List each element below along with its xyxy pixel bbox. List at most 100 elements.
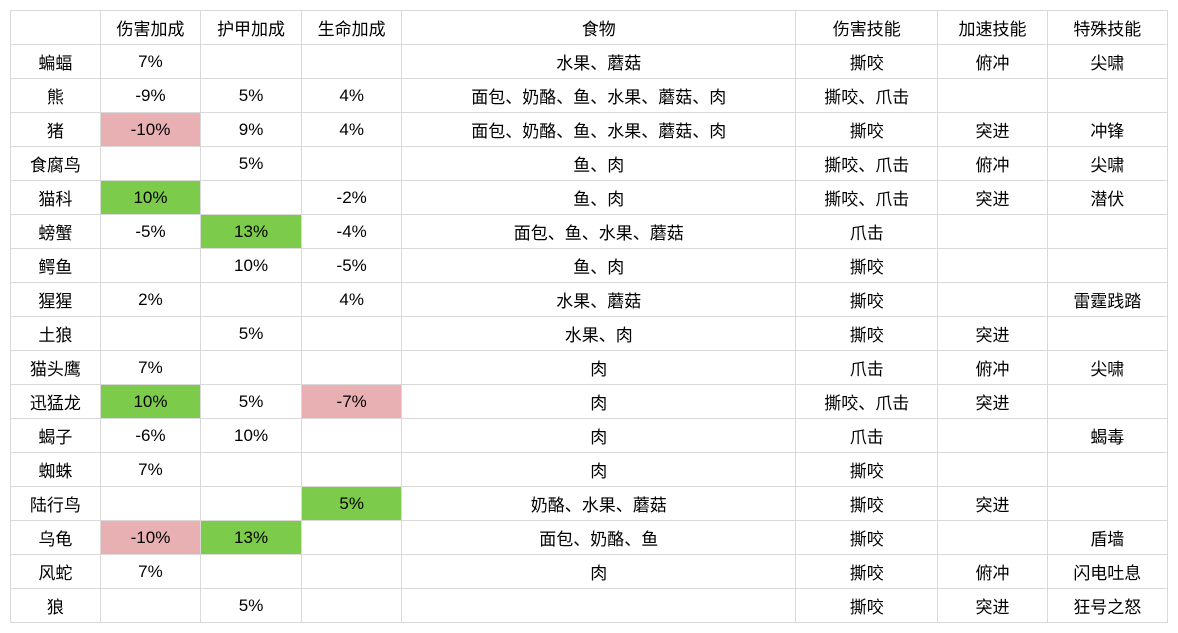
cell-name: 熊 <box>11 79 101 113</box>
cell-dmg <box>100 589 201 623</box>
cell-sk2 <box>938 521 1047 555</box>
cell-sk3: 盾墙 <box>1047 521 1167 555</box>
cell-dmg: -10% <box>100 521 201 555</box>
table-row: 乌龟-10%13%面包、奶酪、鱼撕咬盾墙 <box>11 521 1168 555</box>
cell-sk3: 潜伏 <box>1047 181 1167 215</box>
header-name <box>11 11 101 45</box>
table-row: 鳄鱼10%-5%鱼、肉撕咬 <box>11 249 1168 283</box>
cell-dmg: 7% <box>100 45 201 79</box>
cell-dmg: 7% <box>100 555 201 589</box>
cell-dmg <box>100 147 201 181</box>
cell-sk2: 突进 <box>938 181 1047 215</box>
header-dmg: 伤害加成 <box>100 11 201 45</box>
cell-dmg: 7% <box>100 453 201 487</box>
cell-food: 水果、蘑菇 <box>402 45 796 79</box>
cell-sk1: 撕咬 <box>796 487 938 521</box>
cell-sk3 <box>1047 385 1167 419</box>
cell-sk1: 撕咬 <box>796 45 938 79</box>
cell-sk2: 俯冲 <box>938 351 1047 385</box>
table-row: 猫科10%-2%鱼、肉撕咬、爪击突进潜伏 <box>11 181 1168 215</box>
header-food: 食物 <box>402 11 796 45</box>
cell-arm <box>201 351 302 385</box>
cell-sk1: 撕咬 <box>796 249 938 283</box>
cell-dmg: -10% <box>100 113 201 147</box>
cell-dmg: 10% <box>100 385 201 419</box>
header-row: 伤害加成 护甲加成 生命加成 食物 伤害技能 加速技能 特殊技能 <box>11 11 1168 45</box>
cell-arm: 5% <box>201 317 302 351</box>
cell-dmg: 10% <box>100 181 201 215</box>
table-row: 猪-10%9%4%面包、奶酪、鱼、水果、蘑菇、肉撕咬突进冲锋 <box>11 113 1168 147</box>
cell-hp <box>301 555 402 589</box>
cell-dmg <box>100 317 201 351</box>
cell-name: 土狼 <box>11 317 101 351</box>
cell-sk3 <box>1047 487 1167 521</box>
cell-sk3 <box>1047 79 1167 113</box>
cell-dmg: -9% <box>100 79 201 113</box>
cell-arm <box>201 555 302 589</box>
cell-food: 肉 <box>402 555 796 589</box>
table-row: 狼5%撕咬突进狂号之怒 <box>11 589 1168 623</box>
cell-sk3: 蝎毒 <box>1047 419 1167 453</box>
cell-hp: -7% <box>301 385 402 419</box>
cell-sk1: 撕咬 <box>796 521 938 555</box>
cell-food: 肉 <box>402 419 796 453</box>
cell-name: 鳄鱼 <box>11 249 101 283</box>
cell-food: 面包、奶酪、鱼 <box>402 521 796 555</box>
cell-dmg: -6% <box>100 419 201 453</box>
cell-arm <box>201 181 302 215</box>
cell-hp <box>301 45 402 79</box>
cell-food: 鱼、肉 <box>402 181 796 215</box>
cell-hp: 5% <box>301 487 402 521</box>
cell-name: 陆行鸟 <box>11 487 101 521</box>
table-row: 蝎子-6%10%肉爪击蝎毒 <box>11 419 1168 453</box>
cell-sk3: 尖啸 <box>1047 351 1167 385</box>
cell-name: 螃蟹 <box>11 215 101 249</box>
cell-food <box>402 589 796 623</box>
cell-food: 鱼、肉 <box>402 147 796 181</box>
cell-hp <box>301 351 402 385</box>
cell-dmg <box>100 249 201 283</box>
cell-sk2: 突进 <box>938 487 1047 521</box>
cell-hp <box>301 521 402 555</box>
cell-sk3: 闪电吐息 <box>1047 555 1167 589</box>
cell-arm: 13% <box>201 215 302 249</box>
cell-hp: 4% <box>301 113 402 147</box>
cell-food: 奶酪、水果、蘑菇 <box>402 487 796 521</box>
cell-sk2 <box>938 215 1047 249</box>
table-row: 螃蟹-5%13%-4%面包、鱼、水果、蘑菇爪击 <box>11 215 1168 249</box>
cell-sk3: 尖啸 <box>1047 147 1167 181</box>
cell-sk1: 撕咬 <box>796 317 938 351</box>
cell-name: 蝙蝠 <box>11 45 101 79</box>
cell-food: 肉 <box>402 453 796 487</box>
cell-name: 蝎子 <box>11 419 101 453</box>
cell-dmg <box>100 487 201 521</box>
cell-arm: 10% <box>201 419 302 453</box>
cell-food: 肉 <box>402 351 796 385</box>
table-row: 风蛇7%肉撕咬俯冲闪电吐息 <box>11 555 1168 589</box>
table-row: 猫头鹰7%肉爪击俯冲尖啸 <box>11 351 1168 385</box>
cell-dmg: 7% <box>100 351 201 385</box>
cell-food: 面包、奶酪、鱼、水果、蘑菇、肉 <box>402 79 796 113</box>
cell-sk1: 撕咬 <box>796 283 938 317</box>
cell-dmg: -5% <box>100 215 201 249</box>
cell-sk2: 俯冲 <box>938 147 1047 181</box>
cell-sk2 <box>938 453 1047 487</box>
cell-sk1: 撕咬 <box>796 589 938 623</box>
cell-food: 肉 <box>402 385 796 419</box>
cell-arm: 5% <box>201 385 302 419</box>
cell-arm: 5% <box>201 79 302 113</box>
cell-sk1: 撕咬 <box>796 453 938 487</box>
cell-name: 风蛇 <box>11 555 101 589</box>
pet-stats-table: 伤害加成 护甲加成 生命加成 食物 伤害技能 加速技能 特殊技能 蝙蝠7%水果、… <box>10 10 1168 623</box>
header-arm: 护甲加成 <box>201 11 302 45</box>
cell-hp <box>301 453 402 487</box>
cell-name: 猫科 <box>11 181 101 215</box>
cell-arm: 9% <box>201 113 302 147</box>
table-row: 迅猛龙10%5%-7%肉撕咬、爪击突进 <box>11 385 1168 419</box>
cell-food: 鱼、肉 <box>402 249 796 283</box>
cell-arm: 13% <box>201 521 302 555</box>
cell-arm: 10% <box>201 249 302 283</box>
cell-arm: 5% <box>201 147 302 181</box>
cell-hp <box>301 317 402 351</box>
cell-name: 猪 <box>11 113 101 147</box>
